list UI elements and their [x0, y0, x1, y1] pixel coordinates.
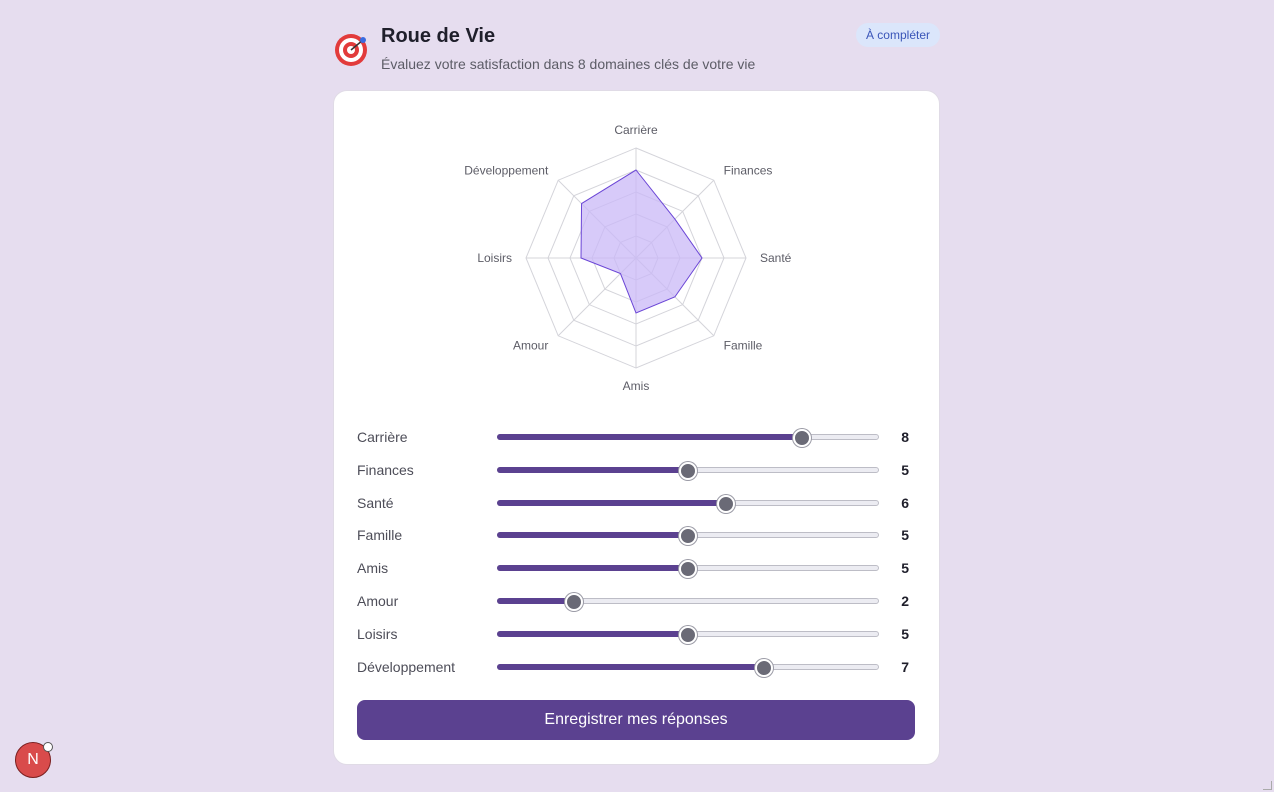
slider-row: Famille 5 [357, 519, 917, 552]
target-icon [335, 34, 367, 66]
slider-label: Développement [357, 658, 456, 675]
page-header: Roue de Vie Évaluez votre satisfaction d… [333, 20, 940, 90]
radar-axis-label: Développement [464, 163, 549, 177]
save-answers-button[interactable]: Enregistrer mes réponses [357, 700, 915, 740]
slider-label: Amis [357, 560, 389, 577]
slider-value: 5 [901, 461, 909, 478]
satisfaction-slider[interactable] [497, 592, 879, 611]
dev-tools-indicator [43, 742, 53, 752]
slider-row: Amis 5 [357, 552, 917, 585]
satisfaction-slider[interactable] [497, 494, 879, 513]
slider-label: Amour [357, 592, 399, 609]
slider-fill [497, 597, 574, 604]
radar-value-area [580, 169, 703, 314]
slider-thumb[interactable] [793, 429, 811, 447]
satisfaction-slider[interactable] [497, 429, 879, 447]
slider-value: 5 [901, 527, 909, 544]
radar-axis-label: Santé [760, 251, 792, 265]
slider-row: Loisirs 5 [357, 618, 917, 651]
slider-fill [497, 434, 803, 440]
radar-axis-label: Amis [623, 379, 650, 393]
slider-row: Finances 5 [357, 454, 917, 487]
slider-label: Santé [357, 494, 394, 511]
slider-fill [497, 565, 688, 572]
slider-list: Carrière 8 Finances 5 Santé 6 Famille 5 Amis 5 Amo… [357, 421, 917, 683]
slider-value: 6 [901, 494, 909, 511]
resize-handle-icon[interactable] [1263, 781, 1272, 790]
slider-thumb[interactable] [679, 560, 697, 579]
slider-label: Carrière [357, 429, 408, 445]
roue-de-vie-page: Roue de Vie Évaluez votre satisfaction d… [333, 20, 940, 765]
wheel-card: Carrière Finances Santé Famille Amis Amour Loi… [333, 90, 940, 765]
satisfaction-slider[interactable] [497, 461, 879, 480]
slider-label: Finances [357, 461, 414, 478]
slider-value: 8 [901, 429, 909, 445]
radar-axis-label: Finances [724, 163, 773, 177]
slider-thumb[interactable] [717, 494, 735, 513]
slider-value: 5 [901, 560, 909, 577]
satisfaction-slider[interactable] [497, 560, 879, 579]
radar-axis-label: Loisirs [477, 251, 512, 265]
slider-value: 5 [901, 625, 909, 642]
slider-thumb[interactable] [755, 658, 773, 677]
satisfaction-slider[interactable] [497, 527, 879, 546]
radar-axis-label: Famille [724, 339, 763, 353]
slider-fill [497, 663, 765, 670]
slider-row: Développement 7 [357, 651, 917, 684]
slider-fill [497, 630, 688, 637]
slider-thumb[interactable] [679, 625, 697, 644]
slider-label: Loisirs [357, 625, 398, 642]
slider-thumb[interactable] [679, 527, 697, 546]
radar-chart: Carrière Finances Santé Famille Amis Amour Loi… [464, 123, 792, 393]
page-title: Roue de Vie [381, 25, 496, 47]
status-badge: À compléter [855, 23, 940, 47]
radar-axis-label: Amour [513, 339, 548, 353]
page-subtitle: Évaluez votre satisfaction dans 8 domain… [381, 56, 756, 72]
satisfaction-slider[interactable] [497, 625, 879, 644]
slider-fill [497, 532, 688, 539]
slider-row: Santé 6 [357, 487, 917, 520]
radar-axis-label: Carrière [614, 123, 658, 137]
slider-row: Carrière 8 [357, 421, 917, 454]
slider-fill [497, 499, 727, 506]
slider-thumb[interactable] [679, 461, 697, 480]
slider-value: 2 [901, 592, 909, 609]
slider-row: Amour 2 [357, 585, 917, 618]
slider-label: Famille [357, 527, 403, 544]
satisfaction-slider[interactable] [497, 658, 879, 677]
slider-value: 7 [901, 658, 909, 675]
slider-thumb[interactable] [565, 592, 583, 611]
slider-fill [497, 466, 688, 473]
